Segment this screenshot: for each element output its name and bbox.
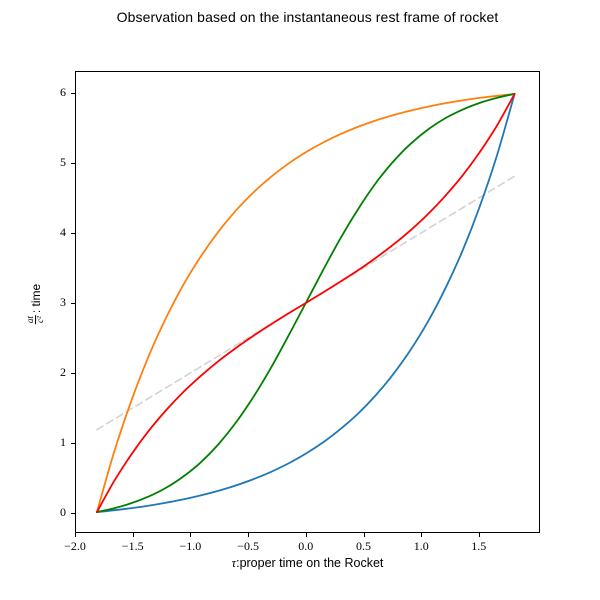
- y-tick-mark: [71, 513, 75, 514]
- fraction-numerator: at: [25, 316, 36, 324]
- y-tick-label: 6: [60, 85, 66, 99]
- y-axis-label: at c² : time: [25, 283, 46, 325]
- x-tick-mark: [75, 533, 76, 537]
- orange-curve: [96, 93, 516, 513]
- y-tick-label: 0: [60, 505, 66, 519]
- y-axis-fraction: at c²: [25, 315, 46, 325]
- x-tick-label: 1.5: [471, 539, 487, 553]
- y-tick-mark: [71, 93, 75, 94]
- x-axis-label-text: :proper time on the Rocket: [236, 556, 384, 570]
- x-tick-mark: [478, 533, 480, 537]
- y-axis-label-text: : time: [29, 283, 43, 314]
- y-tick-label: 1: [60, 435, 66, 449]
- y-tick-label: 5: [60, 155, 66, 169]
- x-tick-label: 0.0: [298, 539, 314, 553]
- red-curve: [96, 93, 516, 513]
- y-tick-label: 4: [60, 225, 66, 239]
- x-tick-label: 1.0: [413, 539, 429, 553]
- y-tick-mark: [71, 443, 75, 444]
- y-tick-label: 3: [60, 295, 66, 309]
- x-tick-mark: [305, 533, 307, 537]
- chart-title: Observation based on the instantaneous r…: [116, 9, 499, 25]
- y-tick-mark: [71, 163, 75, 164]
- x-tick-mark: [363, 533, 365, 537]
- x-tick-mark: [190, 533, 192, 537]
- tau-symbol: τ: [231, 556, 237, 570]
- blue-curve: [96, 93, 516, 513]
- fraction-denominator: c²: [35, 315, 46, 325]
- x-tick-mark: [132, 533, 134, 537]
- y-tick-mark: [71, 303, 75, 304]
- x-tick-mark: [248, 533, 250, 537]
- y-tick-mark: [71, 373, 75, 374]
- y-tick-mark: [71, 233, 75, 234]
- chart-canvas: [96, 93, 516, 513]
- x-axis-label: τ:proper time on the Rocket: [75, 556, 540, 571]
- plot-area: [75, 71, 540, 533]
- y-tick-label: 2: [60, 365, 66, 379]
- x-tick-label: 0.5: [356, 539, 371, 553]
- x-tick-label: −0.5: [237, 539, 259, 553]
- x-tick-label: −2.0: [64, 539, 86, 553]
- x-tick-mark: [421, 533, 423, 537]
- x-tick-label: −1.0: [179, 539, 202, 553]
- x-tick-label: −1.5: [121, 539, 144, 553]
